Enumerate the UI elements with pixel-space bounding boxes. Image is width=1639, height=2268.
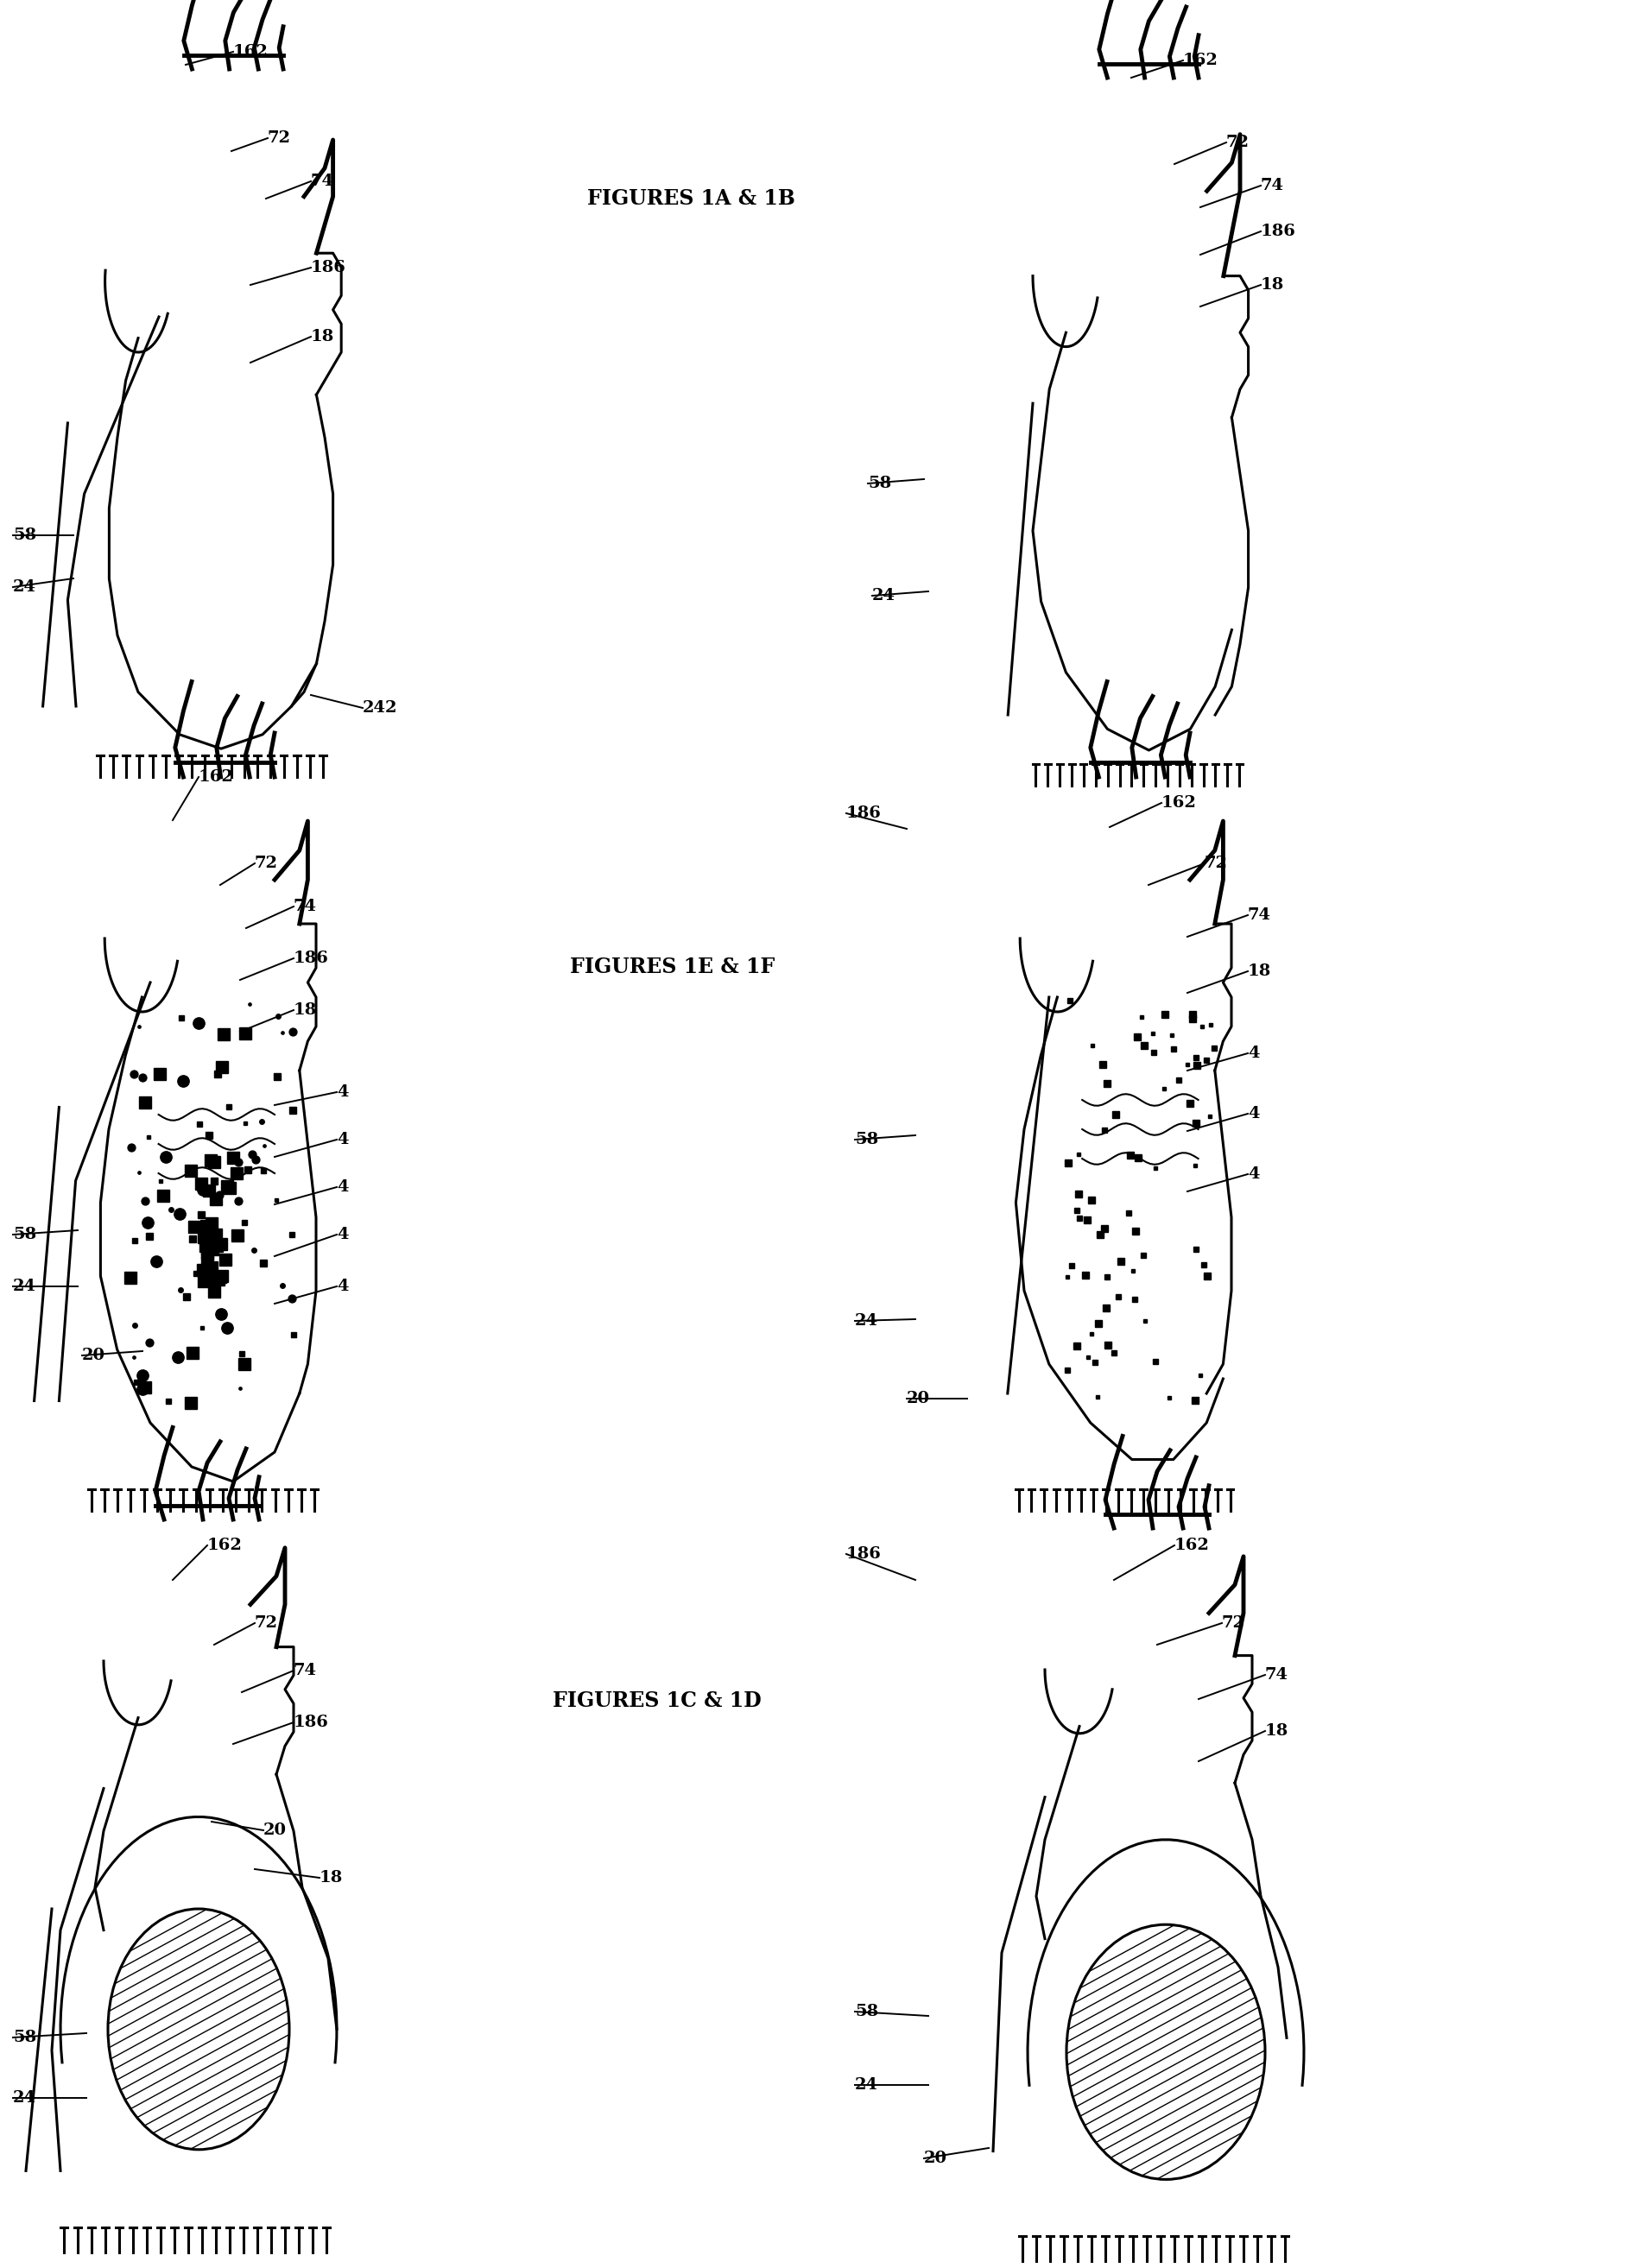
Text: 4: 4 [336, 1227, 349, 1243]
Text: FIGURES 1A & 1B: FIGURES 1A & 1B [587, 188, 795, 209]
Text: 162: 162 [1162, 796, 1196, 810]
Text: 20: 20 [906, 1390, 929, 1406]
Text: 18: 18 [1247, 964, 1272, 980]
Ellipse shape [108, 1910, 290, 2150]
Text: 24: 24 [13, 2091, 36, 2105]
Text: 18: 18 [1265, 1724, 1288, 1740]
Text: 18: 18 [1260, 277, 1285, 293]
Text: 72: 72 [1223, 1615, 1246, 1631]
Text: 186: 186 [293, 1715, 329, 1730]
Text: 4: 4 [336, 1132, 349, 1148]
Text: 4: 4 [1247, 1107, 1259, 1120]
Text: 72: 72 [254, 855, 279, 871]
Text: 74: 74 [293, 898, 316, 914]
Text: 20: 20 [924, 2150, 947, 2166]
Text: 4: 4 [1247, 1046, 1259, 1061]
Text: 20: 20 [82, 1347, 105, 1363]
Text: 72: 72 [1205, 855, 1228, 871]
Text: 58: 58 [869, 476, 892, 492]
Text: 24: 24 [13, 1279, 36, 1295]
Text: 162: 162 [1175, 1538, 1210, 1554]
Text: 186: 186 [846, 1547, 882, 1563]
Text: 4: 4 [336, 1279, 349, 1295]
Text: FIGURES 1E & 1F: FIGURES 1E & 1F [570, 957, 775, 978]
Text: 72: 72 [254, 1615, 279, 1631]
Text: 186: 186 [846, 805, 882, 821]
Text: 24: 24 [856, 2077, 879, 2093]
Text: 24: 24 [872, 587, 895, 603]
Text: 58: 58 [13, 1227, 36, 1243]
Text: 58: 58 [13, 528, 36, 542]
Text: 74: 74 [311, 175, 334, 188]
Text: 18: 18 [293, 1002, 316, 1018]
Text: 4: 4 [336, 1179, 349, 1195]
Text: 74: 74 [1265, 1667, 1288, 1683]
Text: 186: 186 [311, 261, 346, 274]
Text: 18: 18 [311, 329, 334, 345]
Text: 162: 162 [198, 769, 234, 785]
Text: 162: 162 [1183, 52, 1218, 68]
Text: 186: 186 [293, 950, 329, 966]
Text: 72: 72 [267, 129, 292, 145]
Text: 186: 186 [1260, 225, 1296, 238]
Text: 242: 242 [362, 701, 398, 717]
Text: 24: 24 [13, 578, 36, 594]
Text: 74: 74 [293, 1662, 316, 1678]
Text: 58: 58 [856, 1132, 879, 1148]
Text: 74: 74 [1247, 907, 1272, 923]
Ellipse shape [1067, 1926, 1265, 2180]
Text: 58: 58 [856, 2005, 879, 2019]
Text: 4: 4 [1247, 1166, 1259, 1182]
Text: FIGURES 1C & 1D: FIGURES 1C & 1D [552, 1690, 762, 1710]
Text: 58: 58 [13, 2030, 36, 2046]
Text: 18: 18 [320, 1871, 343, 1885]
Text: 74: 74 [1260, 177, 1283, 193]
Text: 20: 20 [264, 1823, 287, 1837]
Text: 72: 72 [1226, 134, 1249, 150]
Text: 4: 4 [336, 1084, 349, 1100]
Text: 162: 162 [207, 1538, 243, 1554]
Text: 24: 24 [856, 1313, 879, 1329]
Text: 162: 162 [233, 43, 269, 59]
